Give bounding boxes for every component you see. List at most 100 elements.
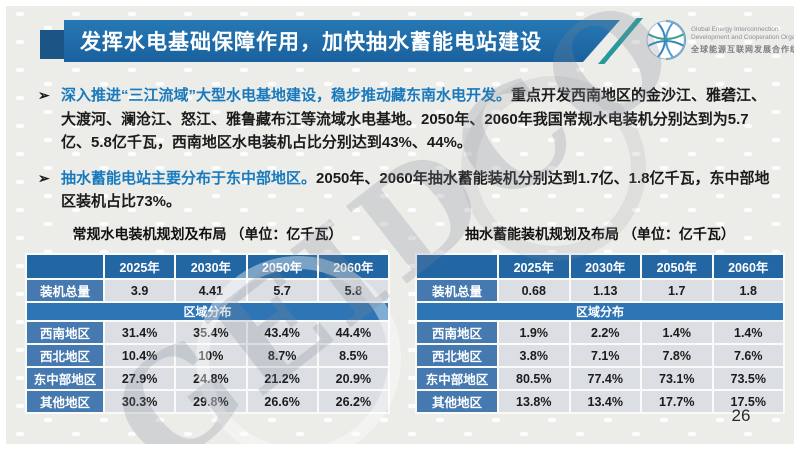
- cell-value: 1.13: [570, 280, 640, 301]
- logo-text-cn: 全球能源互联网发展合作组织: [691, 44, 794, 54]
- corner-cell: [417, 255, 497, 278]
- cell-value: 73.5%: [713, 368, 783, 389]
- bullet-1-lead: 深入推进“三江流域”大型水电基地建设，稳步推动藏东南水电开发。: [61, 87, 512, 104]
- bullet-list: ➢ 深入推进“三江流域”大型水电基地建设，稳步推动藏东南水电开发。重点开发西南地…: [38, 84, 778, 226]
- table-row: 西北地区 10.4% 10% 8.7% 8.5%: [27, 345, 388, 366]
- titlebar-accent-square: [40, 30, 67, 59]
- corner-cell: [27, 255, 103, 278]
- year-header: 2050年: [247, 255, 317, 278]
- row-label: 西南地区: [27, 322, 103, 343]
- cell-value: 20.9%: [318, 368, 388, 389]
- conventional-hydro-table-block: 常规水电装机规划及布局 （单位：亿千瓦） 2025年 2030年 2050年 2…: [25, 224, 390, 414]
- year-header: 2030年: [176, 255, 246, 278]
- cell-value: 17.7%: [642, 391, 712, 412]
- year-header: 2050年: [642, 255, 712, 278]
- row-label: 其他地区: [27, 391, 103, 412]
- row-label: 东中部地区: [27, 368, 103, 389]
- left-table-title: 常规水电装机规划及布局 （单位：亿千瓦）: [72, 226, 343, 242]
- bullet-2-body: 2050年、2060年抽水蓄能装机分别达到1.7亿、1.8亿千瓦，东中部地区装机…: [61, 169, 770, 211]
- section-row: 区域分布: [27, 303, 388, 320]
- cell-value: 77.4%: [570, 368, 640, 389]
- page-title: 发挥水电基础保障作用，加快抽水蓄能电站建设: [80, 31, 542, 54]
- cell-value: 10%: [176, 345, 246, 366]
- cell-value: 3.9: [105, 280, 175, 301]
- cell-value: 1.9%: [499, 322, 569, 343]
- cell-value: 1.4%: [713, 322, 783, 343]
- bullet-arrow-icon: ➢: [38, 169, 50, 186]
- cell-value: 7.1%: [570, 345, 640, 366]
- section-label: 区域分布: [27, 303, 388, 320]
- row-label: 装机总量: [27, 280, 103, 301]
- section-row: 区域分布: [417, 303, 783, 320]
- cell-value: 27.9%: [105, 368, 175, 389]
- cell-value: 13.8%: [499, 391, 569, 412]
- cell-value: 24.8%: [176, 368, 246, 389]
- slide-title-bar: 发挥水电基础保障作用，加快抽水蓄能电站建设: [64, 20, 620, 62]
- cell-value: 3.8%: [499, 345, 569, 366]
- cell-value: 21.2%: [247, 368, 317, 389]
- table-row: 东中部地区 27.9% 24.8% 21.2% 20.9%: [27, 368, 388, 389]
- section-label: 区域分布: [417, 303, 783, 320]
- table-row: 其他地区 13.8% 13.4% 17.7% 17.5%: [417, 391, 783, 412]
- cell-value: 35.4%: [176, 322, 246, 343]
- org-logo: Global Energy Interconnection Developmen…: [646, 16, 794, 64]
- cell-value: 5.7: [247, 280, 317, 301]
- year-header: 2025年: [105, 255, 175, 278]
- cell-value: 30.3%: [105, 391, 175, 412]
- logo-text: Global Energy Interconnection Developmen…: [691, 26, 794, 55]
- table-row: 西北地区 3.8% 7.1% 7.8% 7.6%: [417, 345, 783, 366]
- year-header: 2060年: [713, 255, 783, 278]
- row-label: 西南地区: [417, 322, 497, 343]
- cell-value: 4.41: [176, 280, 246, 301]
- row-label: 装机总量: [417, 280, 497, 301]
- cell-value: 8.5%: [318, 345, 388, 366]
- table-row: 西南地区 31.4% 35.4% 43.4% 44.4%: [27, 322, 388, 343]
- cell-value: 7.6%: [713, 345, 783, 366]
- cell-value: 26.2%: [318, 391, 388, 412]
- cell-value: 10.4%: [105, 345, 175, 366]
- pumped-storage-table-block: 抽水蓄能装机规划及布局 （单位：亿千瓦） 2025年 2030年 2050年 2…: [415, 224, 785, 414]
- table-row: 东中部地区 80.5% 77.4% 73.1% 73.5%: [417, 368, 783, 389]
- cell-value: 31.4%: [105, 322, 175, 343]
- cell-value: 1.4%: [642, 322, 712, 343]
- bullet-2-lead: 抽水蓄能电站主要分布于东中部地区。: [61, 169, 317, 187]
- cell-value: 29.8%: [176, 391, 246, 412]
- cell-value: 13.4%: [570, 391, 640, 412]
- table-row: 其他地区 30.3% 29.8% 26.6% 26.2%: [27, 391, 388, 412]
- cell-value: 26.6%: [247, 391, 317, 412]
- slide-background: 发挥水电基础保障作用，加快抽水蓄能电站建设 Global Energy Inte…: [6, 6, 794, 444]
- logo-text-en-1: Global Energy Interconnection: [691, 25, 779, 33]
- globe-logo-icon: [646, 20, 686, 60]
- bullet-arrow-icon: ➢: [38, 87, 50, 103]
- cell-value: 7.8%: [642, 345, 712, 366]
- year-header: 2025年: [499, 255, 569, 278]
- bullet-point-1: ➢ 深入推进“三江流域”大型水电基地建设，稳步推动藏东南水电开发。重点开发西南地…: [38, 84, 778, 155]
- year-header: 2060年: [318, 255, 388, 278]
- cell-value: 17.5%: [713, 391, 783, 412]
- cell-value: 44.4%: [318, 322, 388, 343]
- bullet-point-2: ➢ 抽水蓄能电站主要分布于东中部地区。2050年、2060年抽水蓄能装机分别达到…: [38, 167, 778, 214]
- cell-value: 1.7: [642, 280, 712, 301]
- cell-value: 1.8: [713, 280, 783, 301]
- year-header: 2030年: [570, 255, 640, 278]
- conventional-hydro-table: 2025年 2030年 2050年 2060年 装机总量 3.9 4.41 5.…: [25, 253, 390, 414]
- pumped-storage-table: 2025年 2030年 2050年 2060年 装机总量 0.68 1.13 1…: [415, 253, 785, 414]
- cell-value: 0.68: [499, 280, 569, 301]
- cell-value: 80.5%: [499, 368, 569, 389]
- bullet-1-body: 重点开发西南地区的金沙江、雅砻江、大渡河、澜沧江、怒江、雅鲁藏布江等流域水电基地…: [61, 87, 767, 151]
- table-header-row: 2025年 2030年 2050年 2060年: [27, 255, 388, 278]
- row-label: 西北地区: [27, 345, 103, 366]
- cell-value: 73.1%: [642, 368, 712, 389]
- table-row-total: 装机总量 3.9 4.41 5.7 5.8: [27, 280, 388, 301]
- logo-text-en-2: Development and Cooperation Organization: [691, 33, 794, 41]
- row-label: 其他地区: [417, 391, 497, 412]
- cell-value: 8.7%: [247, 345, 317, 366]
- table-header-row: 2025年 2030年 2050年 2060年: [417, 255, 783, 278]
- cell-value: 43.4%: [247, 322, 317, 343]
- row-label: 西北地区: [417, 345, 497, 366]
- table-row-total: 装机总量 0.68 1.13 1.7 1.8: [417, 280, 783, 301]
- table-row: 西南地区 1.9% 2.2% 1.4% 1.4%: [417, 322, 783, 343]
- row-label: 东中部地区: [417, 368, 497, 389]
- right-table-title: 抽水蓄能装机规划及布局 （单位：亿千瓦）: [465, 226, 735, 242]
